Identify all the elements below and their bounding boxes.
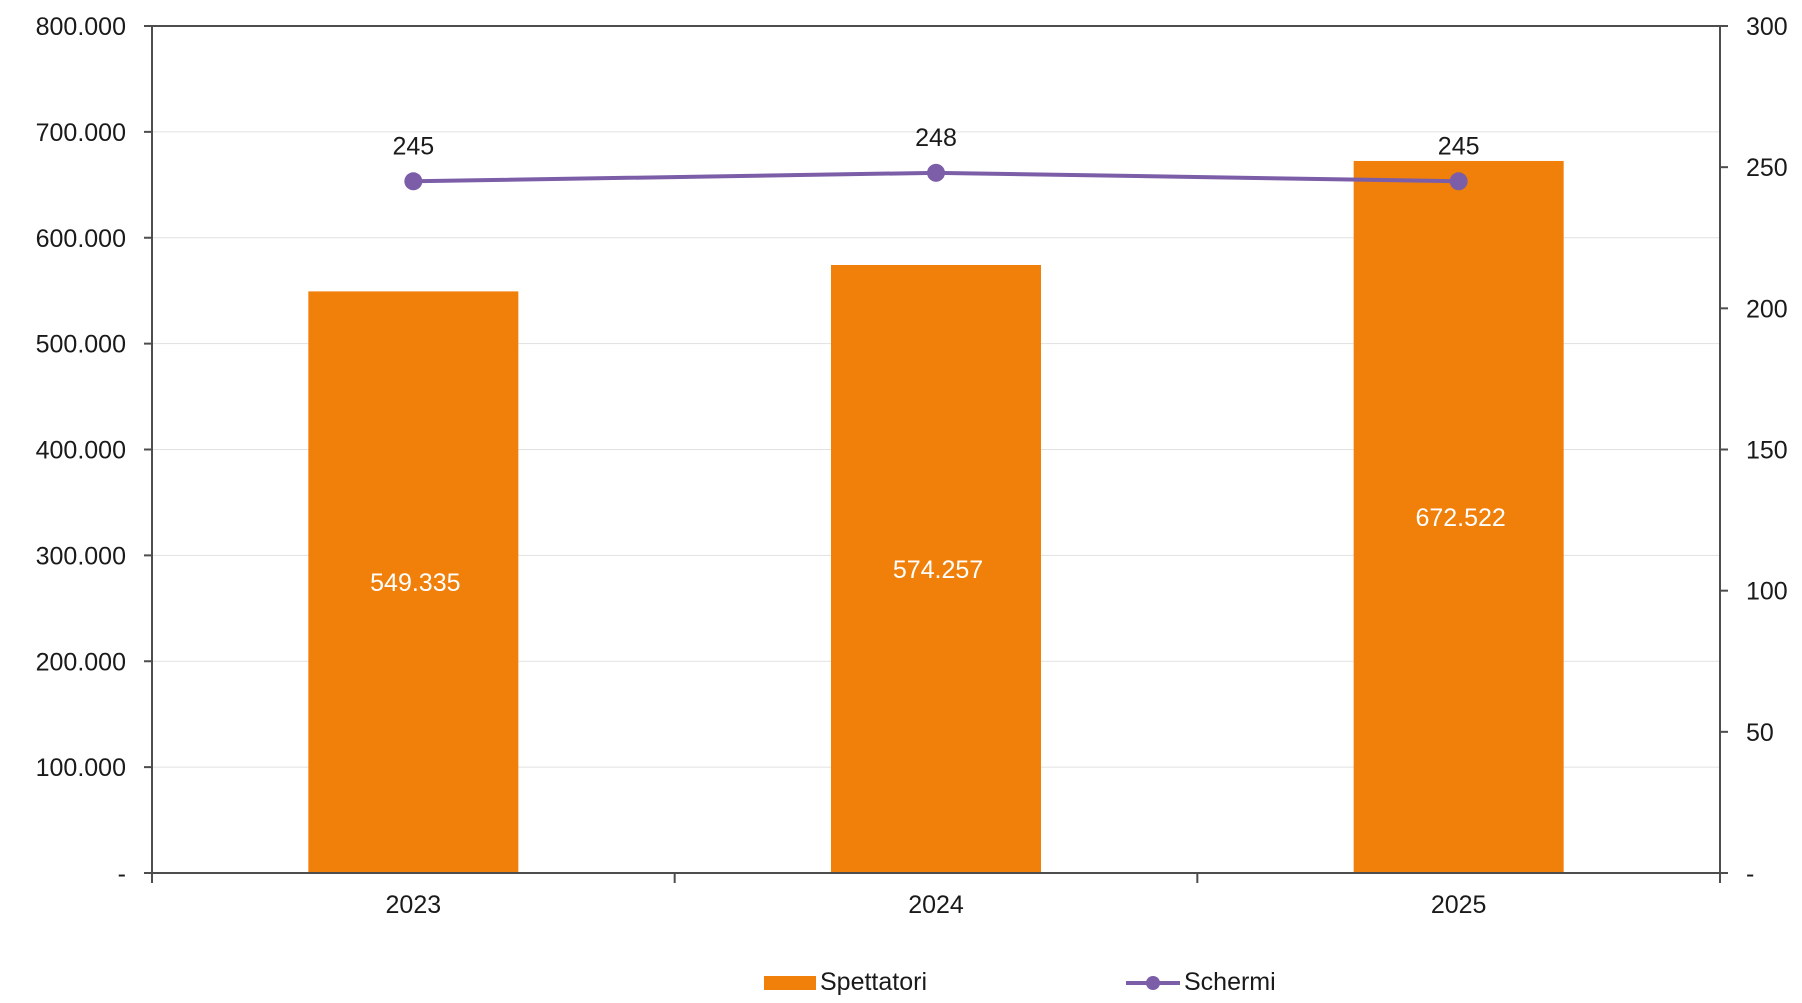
- right-tick-label: 250: [1746, 154, 1788, 182]
- point-schermi-2024: [927, 163, 945, 182]
- right-tick-label: 150: [1746, 437, 1788, 465]
- line-series: [404, 163, 1468, 191]
- legend-swatch-spettatori: [764, 976, 816, 990]
- x-tick-label: 2025: [1431, 891, 1487, 919]
- data-label-spettatori: 672.522: [1415, 504, 1505, 532]
- legend: Spettatori Schermi: [764, 968, 1276, 996]
- data-label-schermi: 248: [915, 124, 957, 152]
- right-tick-label: 100: [1746, 578, 1788, 606]
- bar-spettatori-2023: [308, 291, 519, 873]
- left-tick-label: 500.000: [36, 331, 126, 359]
- bar-series: [308, 160, 1564, 874]
- left-tick-label: 300.000: [36, 542, 126, 570]
- left-tick-label: 700.000: [36, 119, 126, 147]
- data-label-schermi: 245: [392, 132, 434, 160]
- data-label-spettatori: 549.335: [370, 569, 460, 597]
- data-label-schermi: 245: [1438, 132, 1480, 160]
- x-tick-label: 2023: [386, 891, 442, 919]
- left-tick-label: 600.000: [36, 225, 126, 253]
- right-tick-label: 300: [1746, 13, 1788, 41]
- legend-marker-schermi: [1146, 976, 1160, 990]
- point-schermi-2023: [404, 172, 423, 191]
- left-tick-label: 200.000: [36, 648, 126, 676]
- axes: - 100.000 200.000 300.000 400.000 500.000 600.…: [36, 13, 1788, 919]
- right-tick-label: 200: [1746, 295, 1788, 323]
- point-schermi-2025: [1449, 172, 1468, 191]
- x-tick-label: 2024: [908, 891, 964, 919]
- left-tick-label: 800.000: [36, 13, 126, 41]
- legend-label-schermi: Schermi: [1184, 968, 1276, 996]
- legend-label-spettatori: Spettatori: [820, 968, 927, 996]
- left-tick-label: -: [118, 860, 126, 888]
- bar-spettatori-2025: [1353, 160, 1564, 873]
- right-tick-label: -: [1746, 860, 1754, 888]
- data-labels: 549.335 574.257 672.522 245 248 245: [370, 124, 1506, 597]
- left-tick-label: 400.000: [36, 437, 126, 465]
- bar-spettatori-2024: [831, 265, 1041, 874]
- data-label-spettatori: 574.257: [893, 556, 983, 584]
- left-tick-label: 100.000: [36, 754, 126, 782]
- right-tick-label: 50: [1746, 719, 1774, 747]
